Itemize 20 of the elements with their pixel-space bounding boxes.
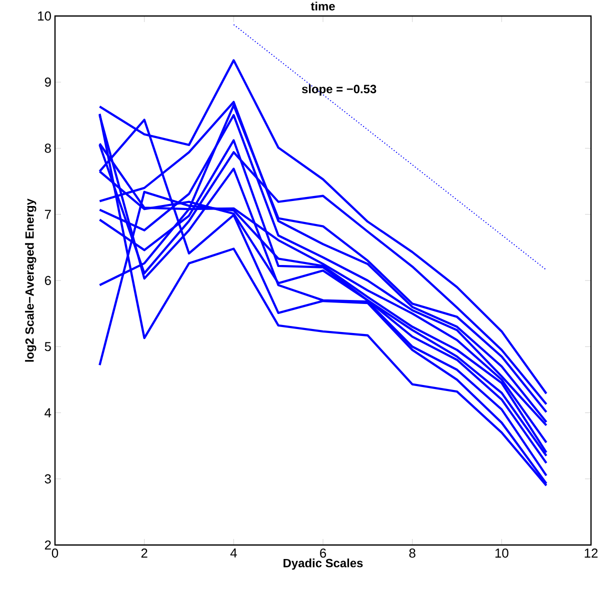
- annotation: slope = −0.53: [302, 84, 376, 96]
- x-tick-label: 10: [495, 548, 508, 558]
- y-tick-label: 5: [44, 342, 51, 352]
- x-tick-label: 8: [409, 548, 416, 558]
- y-tick-label: 6: [44, 276, 51, 286]
- y-tick-label: 3: [44, 474, 51, 484]
- y-tick-label: 8: [44, 144, 51, 153]
- x-tick-label: 2: [141, 548, 148, 558]
- chart-title: time: [310, 2, 335, 10]
- y-axis-title: log2 Scale−Averaged Energy: [25, 198, 36, 362]
- y-tick-label: 4: [44, 408, 52, 418]
- x-tick-label: 4: [230, 548, 237, 558]
- y-tick-label: 2: [44, 540, 51, 550]
- y-tick-label: 7: [44, 210, 51, 219]
- x-axis-title: Dyadic Scales: [284, 558, 363, 570]
- x-tick-label: 6: [320, 548, 326, 558]
- x-tick-label: 12: [584, 548, 598, 558]
- y-tick-label: 9: [44, 78, 51, 87]
- x-tick-label: 0: [52, 548, 58, 558]
- y-tick-label: 10: [38, 11, 51, 21]
